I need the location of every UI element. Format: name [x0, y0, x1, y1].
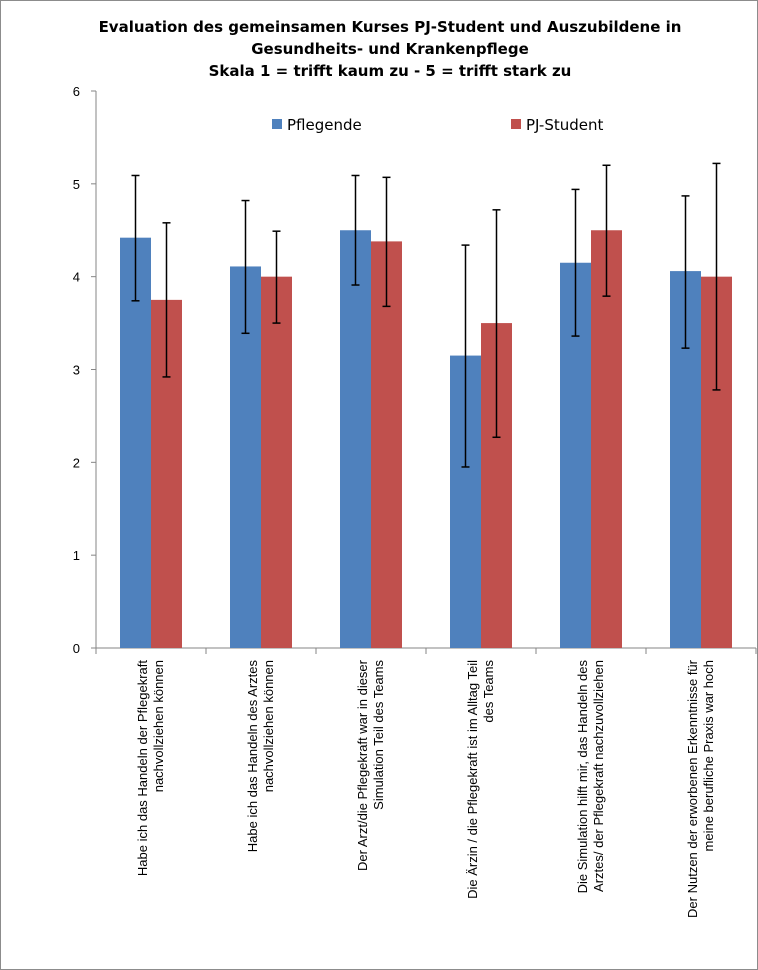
- x-category-label-line: nachvollziehen können: [151, 660, 166, 792]
- x-category-label-line: meine berufliche Praxis war hoch: [701, 660, 716, 851]
- chart-title-line-2: Gesundheits- und Krankenpflege: [251, 40, 529, 58]
- x-category-label-line: Die Simulation hilft mir, das Handeln de…: [575, 660, 590, 894]
- y-tick-label: 4: [73, 270, 80, 285]
- legend-label: Pflegende: [287, 116, 362, 134]
- x-category-label-line: Die Ärzin / die Pflegekraft ist im Allta…: [465, 660, 480, 899]
- y-tick-label: 1: [73, 548, 80, 563]
- bar-pj-student: [371, 241, 402, 648]
- y-tick-label: 3: [73, 363, 80, 378]
- chart-title: Evaluation des gemeinsamen Kurses PJ-Stu…: [60, 16, 720, 82]
- chart-title-line-3: Skala 1 = trifft kaum zu - 5 = trifft st…: [208, 62, 572, 80]
- x-category-label-line: Der Nutzen der erworbenen Erkenntnisse f…: [685, 659, 700, 918]
- x-category-label: Der Nutzen der erworbenen Erkenntnisse f…: [685, 659, 716, 918]
- x-category-label-line: Habe ich das Handeln des Arztes: [245, 660, 260, 853]
- x-category-label-line: Der Arzt/die Pflegekraft war in dieser: [355, 659, 370, 871]
- y-tick-label: 5: [73, 177, 80, 192]
- y-tick-label: 0: [73, 641, 80, 656]
- x-category-label-line: Habe ich das Handeln der Pflegekraft: [135, 660, 150, 876]
- x-category-label-line: nachvollziehen können: [261, 660, 276, 792]
- x-category-label: Die Simulation hilft mir, das Handeln de…: [575, 660, 606, 894]
- bar-pj-student: [261, 276, 292, 648]
- bar-pflegende: [120, 237, 151, 648]
- y-tick-label: 2: [73, 455, 80, 470]
- chart-title-line-1: Evaluation des gemeinsamen Kurses PJ-Stu…: [98, 18, 682, 36]
- legend-swatch: [272, 119, 282, 129]
- x-category-label: Habe ich das Handeln der Pflegekraft nach…: [135, 660, 166, 876]
- x-category-label: Die Ärzin / die Pflegekraft ist im Allta…: [465, 660, 496, 899]
- x-category-label-line: Simulation Teil des Teams: [371, 660, 386, 810]
- bar-pj-student: [591, 230, 622, 648]
- legend-label: PJ-Student: [526, 116, 604, 134]
- legend-swatch: [511, 119, 521, 129]
- x-category-label-line: des Teams: [481, 660, 496, 723]
- bar-pflegende: [340, 230, 371, 648]
- y-tick-label: 6: [73, 84, 80, 99]
- x-category-label-line: Arztes/ der Pflegekraft nachzuvollziehen: [591, 660, 606, 892]
- x-category-label: Habe ich das Handeln des Arztes nachvollz…: [245, 660, 276, 853]
- x-category-label: Der Arzt/die Pflegekraft war in dieser Si…: [355, 659, 386, 871]
